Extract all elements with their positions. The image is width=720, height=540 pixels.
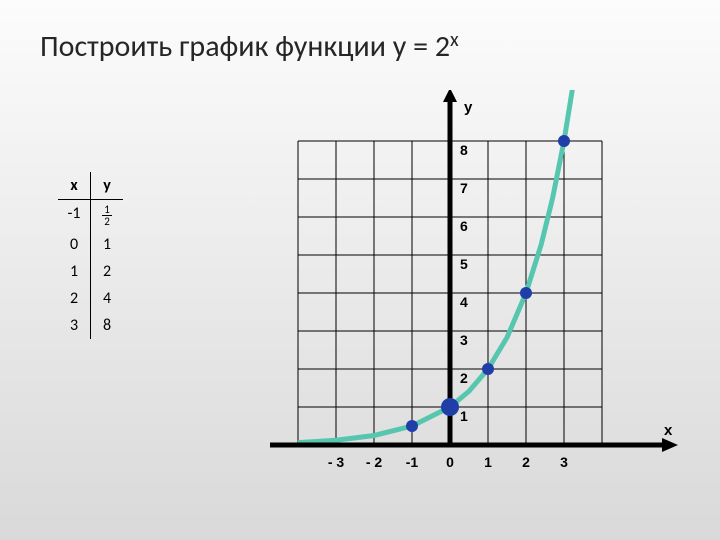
x-tick-label: 3 xyxy=(560,454,568,470)
page-title: Построить график функции у = 2х xyxy=(40,28,459,65)
table-cell-y: 2 xyxy=(91,258,123,285)
value-table: ху-11201122438 xyxy=(58,172,123,339)
title-base: Построить график функции у = 2 xyxy=(40,28,450,65)
table-row: 12 xyxy=(58,258,123,285)
table-cell-y: 8 xyxy=(91,312,123,339)
data-point xyxy=(520,287,532,299)
y-tick-label: 4 xyxy=(460,294,468,310)
table-cell-x: 3 xyxy=(58,312,91,339)
table-cell-y: 12 xyxy=(91,200,123,231)
table-header-x: х xyxy=(58,172,91,200)
table-row: 01 xyxy=(58,231,123,258)
x-tick-label: -1 xyxy=(406,454,419,470)
y-axis-label: у xyxy=(464,99,473,116)
table-cell-x: 1 xyxy=(58,258,91,285)
x-axis-label: х xyxy=(664,422,673,439)
y-tick-label: 3 xyxy=(460,332,468,348)
table-header: ху xyxy=(58,172,123,200)
table-row: 24 xyxy=(58,285,123,312)
y-axis-arrow xyxy=(443,90,457,102)
x-tick-label: 2 xyxy=(522,454,530,470)
x-tick-label: 0 xyxy=(446,454,454,470)
x-axis-arrow xyxy=(662,438,678,452)
y-tick-label: 5 xyxy=(460,256,468,272)
data-point xyxy=(441,398,459,416)
fraction: 12 xyxy=(102,204,112,227)
table-row: 38 xyxy=(58,312,123,339)
title-exponent: х xyxy=(450,28,459,52)
table-cell-y: 1 xyxy=(91,231,123,258)
table-cell-y: 4 xyxy=(91,285,123,312)
function-chart: у х - 3 - 2 -1 0 1 2 3 1 2 3 4 5 6 7 8 xyxy=(260,90,680,510)
table-header-y: у xyxy=(91,172,123,200)
function-curve xyxy=(298,90,575,443)
y-tick-label: 8 xyxy=(460,142,468,158)
x-tick-label: 1 xyxy=(484,454,492,470)
y-tick-label: 1 xyxy=(460,408,468,424)
y-tick-label: 7 xyxy=(460,180,468,196)
table-cell-x: 0 xyxy=(58,231,91,258)
table-cell-x: -1 xyxy=(58,200,91,231)
table-cell-x: 2 xyxy=(58,285,91,312)
data-point xyxy=(558,135,570,147)
x-tick-label: - 3 xyxy=(328,454,345,470)
data-point xyxy=(482,363,494,375)
y-tick-label: 2 xyxy=(460,370,468,386)
x-tick-label: - 2 xyxy=(366,454,383,470)
data-point xyxy=(406,420,418,432)
y-tick-label: 6 xyxy=(460,218,468,234)
table-row: -1 12 xyxy=(58,200,123,231)
